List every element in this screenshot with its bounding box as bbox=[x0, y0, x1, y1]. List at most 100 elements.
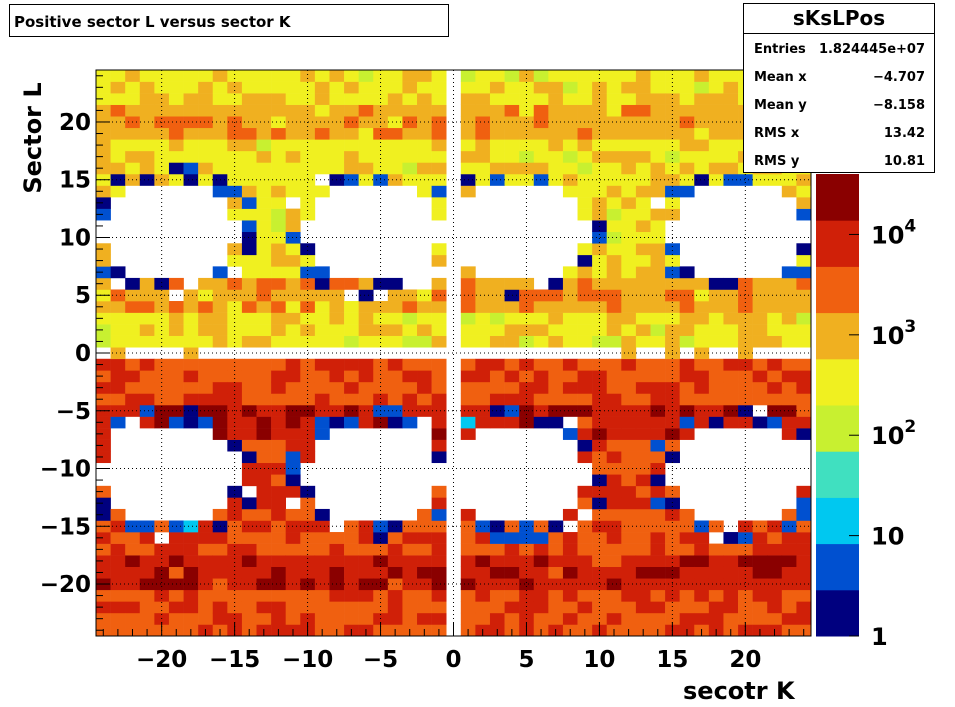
heatmap-cell bbox=[577, 416, 593, 429]
y-tick-label: −10 bbox=[40, 457, 91, 483]
heatmap-cell bbox=[562, 404, 578, 417]
heatmap-cell bbox=[285, 231, 301, 244]
heatmap-cell bbox=[344, 393, 359, 406]
heatmap-cell bbox=[417, 601, 432, 614]
heatmap-cell bbox=[665, 277, 680, 290]
heatmap-cell bbox=[708, 139, 724, 152]
heatmap-cell bbox=[241, 197, 257, 209]
heatmap-cell bbox=[679, 185, 695, 198]
heatmap-cell bbox=[198, 589, 214, 602]
heatmap-cell bbox=[723, 277, 739, 290]
heatmap-cell bbox=[548, 578, 564, 591]
heatmap-cell bbox=[694, 277, 710, 290]
heatmap-cell bbox=[300, 81, 316, 94]
heatmap-cell bbox=[96, 301, 111, 313]
heatmap-cell bbox=[256, 451, 272, 464]
heatmap-cell bbox=[168, 393, 184, 406]
heatmap-cell bbox=[592, 532, 608, 544]
heatmap-cell bbox=[417, 150, 432, 163]
heatmap-cell bbox=[562, 370, 578, 383]
heatmap-cell bbox=[96, 208, 111, 221]
heatmap-cell bbox=[781, 566, 797, 579]
heatmap-cell bbox=[577, 358, 593, 371]
heatmap-cell bbox=[300, 277, 316, 290]
colorbar-tick-label: 103 bbox=[871, 317, 916, 350]
heatmap-cell bbox=[168, 81, 184, 94]
heatmap-cell bbox=[256, 474, 272, 487]
heatmap-cell bbox=[314, 70, 330, 82]
heatmap-cell bbox=[519, 277, 535, 290]
heatmap-cell bbox=[504, 555, 520, 567]
heatmap-cell bbox=[533, 289, 549, 302]
heatmap-cell bbox=[110, 358, 126, 371]
heatmap-cell bbox=[577, 543, 593, 556]
heatmap-cell bbox=[344, 612, 359, 625]
heatmap-cell bbox=[168, 370, 184, 383]
y-tick-label: 20 bbox=[59, 110, 91, 136]
heatmap-cell bbox=[562, 612, 578, 625]
heatmap-cell bbox=[548, 532, 564, 544]
heatmap-cell bbox=[796, 566, 812, 579]
heatmap-cell bbox=[723, 139, 739, 152]
heatmap-cell bbox=[621, 208, 637, 221]
heatmap-cell bbox=[796, 404, 812, 417]
heatmap-cell bbox=[475, 301, 491, 313]
heatmap-cell bbox=[241, 162, 257, 175]
heatmap-cell bbox=[241, 451, 257, 464]
heatmap-cell bbox=[154, 93, 170, 105]
heatmap-cell bbox=[562, 81, 578, 94]
heatmap-cell bbox=[198, 70, 214, 82]
heatmap-cell bbox=[256, 254, 272, 267]
heatmap-cell bbox=[489, 555, 505, 567]
heatmap-cell bbox=[708, 277, 724, 290]
heatmap-cell bbox=[198, 277, 214, 290]
heatmap-cell bbox=[387, 543, 403, 556]
heatmap-cell bbox=[621, 150, 637, 163]
heatmap-cell bbox=[110, 543, 126, 556]
heatmap-cell bbox=[227, 81, 243, 94]
heatmap-cell bbox=[417, 532, 432, 544]
heatmap-cell bbox=[489, 589, 505, 602]
heatmap-cell bbox=[577, 81, 593, 94]
heatmap-cell bbox=[271, 173, 286, 186]
heatmap-cell bbox=[577, 393, 593, 406]
heatmap-cell bbox=[314, 81, 330, 94]
heatmap-cell bbox=[708, 381, 724, 394]
heatmap-cell bbox=[562, 139, 578, 152]
heatmap-cell bbox=[781, 312, 797, 325]
heatmap-cell bbox=[358, 70, 374, 82]
heatmap-cell bbox=[431, 381, 447, 394]
heatmap-cell bbox=[489, 578, 505, 591]
heatmap-cell bbox=[271, 416, 286, 429]
heatmap-cell bbox=[373, 543, 389, 556]
heatmap-cell bbox=[562, 312, 578, 325]
heatmap-cell bbox=[431, 508, 447, 521]
heatmap-cell bbox=[475, 162, 491, 175]
heatmap-cell bbox=[548, 566, 564, 579]
heatmap-cell bbox=[110, 404, 126, 417]
heatmap-cell bbox=[635, 428, 651, 440]
heatmap-cell bbox=[723, 312, 739, 325]
heatmap-cell bbox=[387, 104, 403, 117]
heatmap-cell bbox=[387, 150, 403, 163]
heatmap-cell bbox=[489, 601, 505, 614]
heatmap-cell bbox=[110, 335, 126, 348]
heatmap-cell bbox=[431, 324, 447, 336]
heatmap-cell bbox=[314, 532, 330, 544]
heatmap-cell bbox=[431, 243, 447, 256]
heatmap-cell bbox=[562, 358, 578, 371]
heatmap-cell bbox=[125, 532, 141, 544]
heatmap-cell bbox=[694, 324, 710, 336]
heatmap-cell bbox=[738, 393, 753, 406]
heatmap-cell bbox=[489, 416, 505, 429]
heatmap-cell bbox=[183, 370, 199, 383]
heatmap-cell bbox=[489, 612, 505, 625]
heatmap-cell bbox=[650, 404, 666, 417]
heatmap-cell bbox=[110, 347, 126, 360]
heatmap-cell bbox=[606, 254, 622, 267]
heatmap-cell bbox=[533, 520, 549, 533]
heatmap-cell bbox=[256, 173, 272, 186]
heatmap-cell bbox=[183, 358, 199, 371]
heatmap-cell bbox=[796, 289, 812, 302]
y-tick-label: −20 bbox=[40, 572, 91, 598]
